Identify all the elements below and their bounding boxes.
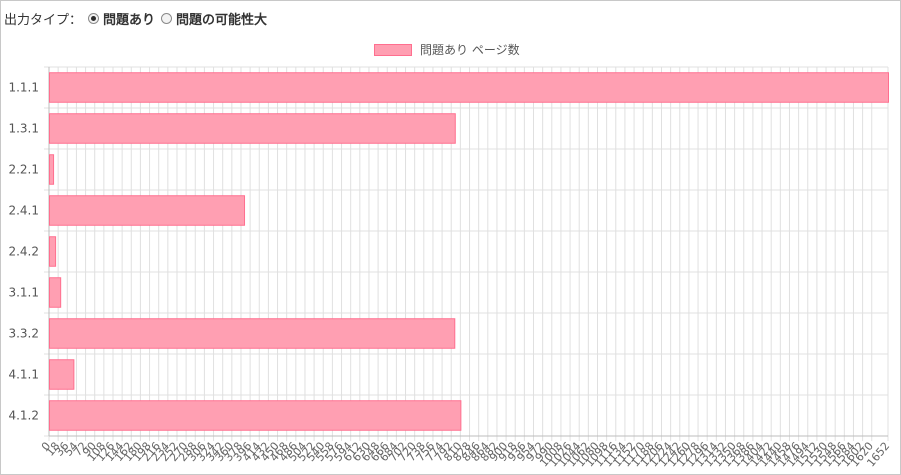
category-label: 2.2.1 — [8, 163, 39, 177]
legend-swatch — [374, 43, 412, 56]
output-type-toolbar: 出力タイプ： 問題あり 問題の可能性大 — [4, 9, 268, 28]
bar[interactable] — [49, 359, 75, 390]
bars — [49, 72, 889, 431]
bar[interactable] — [49, 318, 456, 349]
bar[interactable] — [49, 195, 246, 226]
output-type-label: 出力タイプ： — [4, 12, 83, 28]
radio-likely-problem-label[interactable]: 問題の可能性大 — [176, 12, 268, 28]
bar[interactable] — [49, 236, 57, 267]
bar[interactable] — [49, 154, 55, 185]
radio-problem[interactable] — [88, 12, 100, 24]
bar[interactable] — [49, 72, 889, 103]
category-label: 4.1.1 — [8, 368, 39, 382]
category-label: 1.1.1 — [8, 81, 39, 95]
category-label: 3.3.2 — [8, 327, 39, 341]
category-label: 2.4.2 — [8, 245, 39, 259]
chart-legend[interactable]: 問題あり ページ数 — [374, 41, 520, 58]
x-axis-labels: 0183654729010812614416218019821623425227… — [39, 440, 892, 470]
category-label: 2.4.1 — [8, 204, 39, 218]
y-axis-labels: 1.1.1 1.3.1 2.2.1 2.4.1 2.4.2 3.1.1 3.3.2 4.1.1… — [8, 81, 39, 423]
bar[interactable] — [49, 400, 462, 431]
category-label: 4.1.2 — [8, 409, 39, 423]
bar[interactable] — [49, 113, 456, 144]
category-label: 3.1.1 — [8, 286, 39, 300]
radio-problem-label[interactable]: 問題あり — [103, 12, 156, 28]
category-label: 1.3.1 — [8, 122, 39, 136]
legend-label: 問題あり ページ数 — [420, 43, 520, 57]
radio-likely-problem[interactable] — [161, 12, 173, 24]
bar[interactable] — [49, 277, 62, 308]
